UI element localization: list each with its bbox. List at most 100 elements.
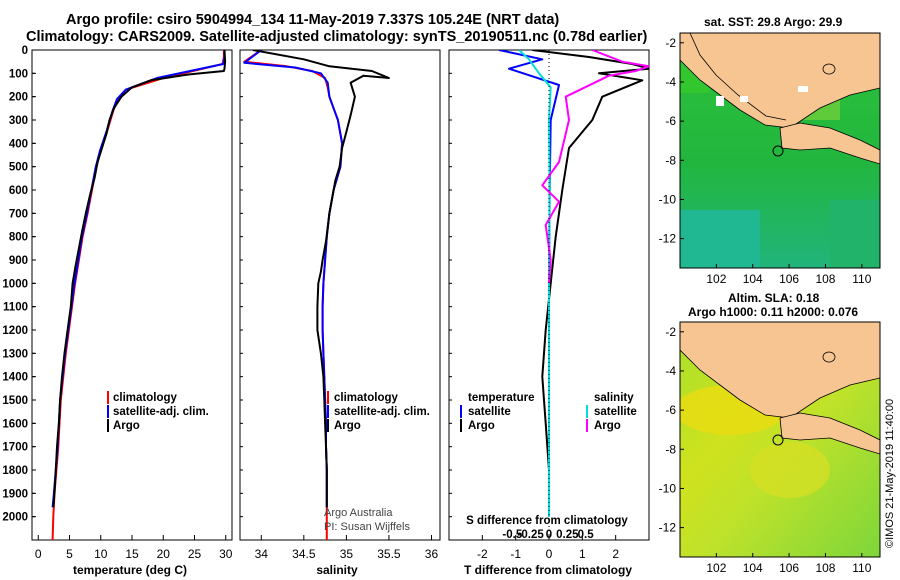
y-tick-label: 800 (9, 232, 28, 244)
credit-line2: PI: Susan Wijffels (324, 521, 410, 533)
difference-lines (498, 50, 649, 517)
svg-text:temperature: temperature (468, 392, 534, 404)
temp-panel-frame (31, 49, 233, 541)
title-line2: Climatology: CARS2009. Satellite-adjuste… (26, 29, 648, 45)
y-tick-label: 1700 (2, 442, 28, 454)
legend-argo: Argo (113, 420, 140, 432)
svg-text:Argo: Argo (468, 420, 495, 432)
diff-legend-left: temperature satellite Argo (460, 392, 534, 432)
map-y-tick-label: -4 (665, 364, 676, 378)
sla-map-frame (679, 321, 881, 558)
y-tick-label: 1000 (2, 278, 28, 290)
y-tick-label: 1200 (2, 325, 28, 337)
svg-text:satellite: satellite (594, 406, 637, 418)
x-tick-label: 34.5 (292, 547, 316, 561)
y-tick-label: 900 (9, 255, 28, 267)
map-y-tick-label: -2 (665, 36, 676, 50)
x-tick-label: 34 (255, 547, 269, 561)
series-line (532, 50, 649, 508)
x-tick-label: -2 (477, 547, 488, 561)
sdiff-top-ticks: -0.5-0.25 0 0.25 0.5 (502, 529, 594, 541)
temp-legend: climatology satellite-adj. clim. Argo (107, 391, 209, 432)
map-y-tick-label: -8 (665, 442, 676, 456)
x-tick-label: 35.5 (377, 547, 401, 561)
y-tick-label: 1400 (2, 372, 28, 384)
top-tick-label: 0 (546, 529, 552, 541)
y-tick-label: 2000 (2, 512, 28, 524)
temperature-lines (51, 50, 227, 540)
x-tick-label: 2 (612, 547, 619, 561)
x-axes: 0 5 10 15 20 25 30 34 34.5 35 35.5 36 -2 -1 0 1 2 (32, 49, 619, 561)
map-y-tick-label: -10 (659, 192, 677, 206)
y-tick-label: 0 (22, 45, 28, 57)
map-x-tick-label: 106 (779, 561, 799, 575)
x-tick-label: 20 (157, 547, 171, 561)
sla-map (680, 322, 880, 557)
x-tick-label: 1 (579, 547, 586, 561)
y-tick-label: 400 (9, 138, 28, 150)
sla-map-title-1: Altim. SLA: 0.18 (728, 291, 820, 305)
map-x-tick-label: 110 (852, 561, 871, 575)
legend-argo: Argo (334, 420, 361, 432)
map-y-tick-label: -4 (665, 75, 676, 89)
tdiff-axis-label: T difference from climatology (464, 563, 632, 577)
y-tick-label: 1500 (2, 395, 28, 407)
series-line (541, 50, 649, 284)
sst-map-frame (679, 32, 881, 269)
top-tick-label: 0.5 (578, 529, 595, 541)
sal-panel-frame (239, 49, 441, 541)
sst-map (680, 33, 880, 268)
map-y-tick-label: -6 (665, 114, 676, 128)
map-y-tick-label: -8 (665, 153, 676, 167)
map-x-tick-label: 102 (706, 561, 726, 575)
y-tick-label: 1100 (3, 302, 28, 314)
svg-text:salinity: salinity (594, 392, 634, 404)
x-tick-label: 36 (425, 547, 439, 561)
x-tick-label: 30 (219, 547, 233, 561)
legend-climatology: climatology (334, 392, 399, 404)
svg-text:satellite: satellite (468, 406, 511, 418)
top-tick-label: 0.25 (556, 529, 579, 541)
temp-axis-label: temperature (deg C) (73, 563, 187, 577)
argo-position-marker (772, 434, 784, 446)
x-tick-label: 15 (125, 547, 139, 561)
map-x-tick-label: 104 (743, 272, 763, 286)
argo-position-marker (772, 145, 784, 157)
top-tick-label: -0.5 (502, 529, 522, 541)
footer-credit: ©IMOS 21-May-2019 11:40:00 (884, 399, 896, 548)
sst-map-axes: 102 104 106 108 110 -2 -4 -6 -8 -10 -12 (659, 36, 872, 286)
sdiff-axis-label: S difference from climatology (466, 515, 628, 527)
map-x-tick-label: 108 (815, 272, 835, 286)
x-tick-label: 0 (35, 547, 42, 561)
map-y-tick-label: -6 (665, 403, 676, 417)
y-tick-label: 300 (9, 115, 28, 127)
map-x-tick-label: 106 (779, 272, 799, 286)
title-line1: Argo profile: csiro 5904994_134 11-May-2… (66, 12, 560, 28)
legend-satellite: satellite-adj. clim. (113, 406, 209, 418)
map-y-tick-label: -2 (665, 325, 676, 339)
x-tick-label: -1 (510, 547, 521, 561)
y-tick-label: 500 (9, 162, 28, 174)
y-tick-label: 600 (9, 185, 28, 197)
svg-text:Argo: Argo (594, 420, 621, 432)
y-tick-label: 1300 (2, 348, 28, 360)
map-y-tick-label: -10 (659, 481, 677, 495)
sst-map-title: sat. SST: 29.8 Argo: 29.9 (704, 15, 843, 29)
top-tick-label: -0.25 (518, 529, 545, 541)
y-tick-label: 1600 (2, 418, 28, 430)
series-line (252, 50, 390, 508)
sla-map-title-2: Argo h1000: 0.11 h2000: 0.076 (688, 305, 859, 319)
diff-legend-right: salinity satellite Argo (586, 392, 637, 432)
x-tick-label: 35 (340, 547, 354, 561)
series-line (518, 50, 552, 517)
legend-climatology: climatology (113, 392, 178, 404)
salinity-lines (243, 50, 390, 540)
map-y-tick-label: -12 (659, 521, 677, 535)
map-x-tick-label: 108 (815, 561, 835, 575)
y-tick-label: 1900 (2, 488, 28, 500)
y-tick-label: 1800 (2, 465, 28, 477)
y-tick-label: 700 (9, 208, 28, 220)
map-x-tick-label: 104 (743, 561, 763, 575)
sal-axis-label: salinity (316, 563, 358, 577)
